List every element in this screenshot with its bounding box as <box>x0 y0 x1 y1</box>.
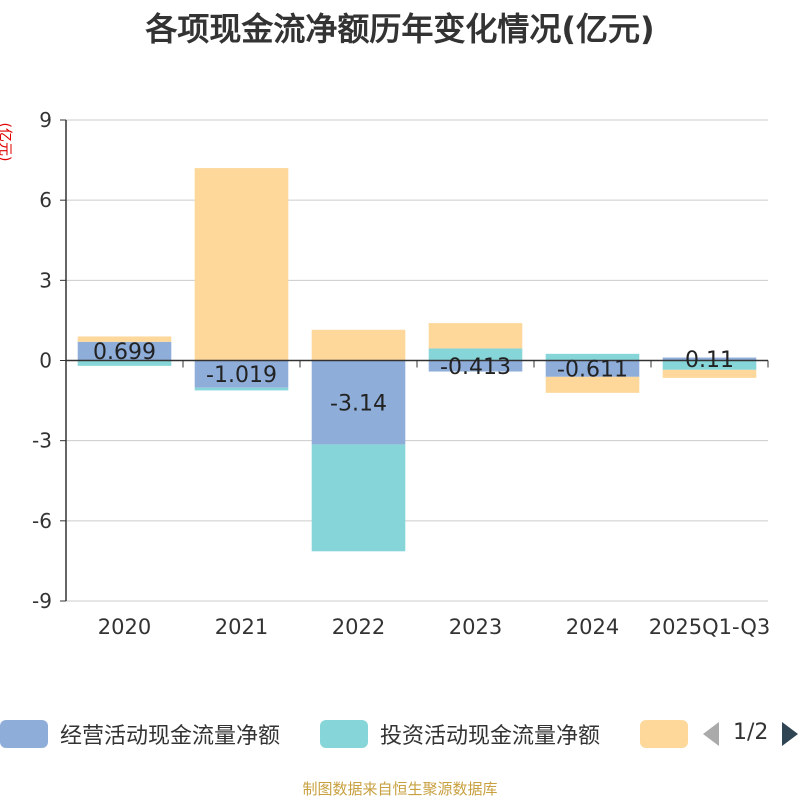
bar-segment[interactable] <box>428 323 523 349</box>
y-tick-label: -3 <box>32 429 52 453</box>
bar-segment[interactable] <box>194 360 289 388</box>
legend-prev-page-icon[interactable] <box>703 722 719 746</box>
y-tick-label: -9 <box>32 589 52 613</box>
bar-segment[interactable] <box>311 360 406 445</box>
data-labels: 0.699 -1.019 -3.14 -0.413 -0.611 0.11 <box>93 340 734 416</box>
bar-segment[interactable] <box>311 329 406 361</box>
bar-segment[interactable] <box>311 444 406 552</box>
legend-item-operating[interactable]: 经营活动现金流量净额 <box>0 716 280 752</box>
bar-segment[interactable] <box>662 369 757 378</box>
bar-segment[interactable] <box>77 360 172 366</box>
bar-segment[interactable] <box>428 348 523 361</box>
legend-next-page-icon[interactable] <box>782 722 798 746</box>
chart-title: 各项现金流净额历年变化情况(亿元) <box>145 10 655 48</box>
data-label: -0.611 <box>557 358 628 383</box>
axes: 9 6 3 0 -3 -6 -9 2020 2021 2022 2023 2024 2025Q1-Q3 <box>32 108 770 639</box>
data-label: 0.699 <box>93 340 156 365</box>
bar-segment[interactable] <box>428 360 523 372</box>
legend-swatch-operating <box>0 720 48 748</box>
legend: 经营活动现金流量净额 投资活动现金流量净额 1/2 <box>0 716 800 752</box>
bar-segment[interactable] <box>77 341 172 361</box>
bar-segment[interactable] <box>662 357 757 361</box>
data-label: -1.019 <box>206 363 277 388</box>
bar-segment[interactable] <box>194 387 289 391</box>
x-category-label: 2025Q1-Q3 <box>649 615 771 639</box>
y-tick-label: 0 <box>39 349 52 373</box>
bar-segment[interactable] <box>77 336 172 342</box>
legend-label-investing: 投资活动现金流量净额 <box>380 724 601 749</box>
bar-segment[interactable] <box>545 376 640 393</box>
y-tick-label: -6 <box>32 509 52 533</box>
y-tick-label: 9 <box>39 108 52 132</box>
x-category-label: 2022 <box>332 615 385 639</box>
x-category-label: 2020 <box>98 615 151 639</box>
bars <box>77 168 757 552</box>
bar-segment[interactable] <box>545 360 640 377</box>
bar-segment[interactable] <box>545 353 640 361</box>
source-note: 制图数据来自恒生聚源数据库 <box>302 780 498 798</box>
bar-segment[interactable] <box>194 168 289 361</box>
y-tick-label: 3 <box>39 268 52 292</box>
legend-item-investing[interactable]: 投资活动现金流量净额 <box>320 716 600 752</box>
data-label: -3.14 <box>330 391 387 416</box>
y-tick-label: 6 <box>39 188 52 212</box>
legend-label-operating: 经营活动现金流量净额 <box>60 724 281 749</box>
x-category-label: 2023 <box>449 615 502 639</box>
x-category-label: 2021 <box>215 615 268 639</box>
x-category-label: 2024 <box>566 615 619 639</box>
legend-swatch-investing <box>320 720 368 748</box>
legend-item-third[interactable] <box>640 716 700 752</box>
data-label: -0.413 <box>440 355 511 380</box>
legend-page-indicator: 1/2 <box>733 720 769 745</box>
data-label: 0.11 <box>685 348 734 373</box>
bar-segment[interactable] <box>662 360 757 370</box>
legend-swatch-third <box>640 720 688 748</box>
grid-lines <box>66 119 768 602</box>
